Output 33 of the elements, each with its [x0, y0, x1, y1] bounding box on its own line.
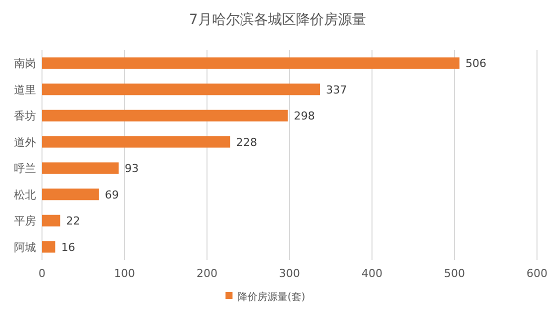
bar: [42, 188, 99, 200]
chart-title: 7月哈尔滨各城区降价房源量: [189, 12, 366, 28]
y-tick-label: 平房: [14, 214, 36, 228]
y-tick-label: 南岗: [14, 57, 36, 70]
y-tick-label: 松北: [14, 188, 36, 202]
x-tick-label: 300: [279, 267, 300, 280]
y-tick-label: 香坊: [14, 110, 36, 123]
y-tick-label: 道外: [14, 136, 36, 149]
data-label: 228: [236, 136, 258, 149]
y-tick-label: 阿城: [14, 240, 36, 254]
data-label: 93: [124, 162, 139, 176]
bar: [42, 110, 288, 122]
bar: [42, 241, 56, 253]
x-tick-label: 600: [526, 267, 548, 280]
y-tick-label: 呼兰: [14, 162, 36, 176]
bar: [42, 162, 119, 174]
x-tick-label: 0: [38, 267, 46, 280]
data-label: 337: [326, 83, 348, 96]
data-label: 506: [465, 57, 486, 70]
data-label: 22: [66, 214, 80, 228]
legend-label: 降价房源量(套): [238, 291, 306, 303]
bar: [42, 57, 460, 69]
data-label: 298: [294, 110, 315, 123]
x-tick-label: 400: [362, 267, 382, 280]
bar: [42, 214, 60, 226]
data-label: 16: [61, 240, 76, 254]
x-tick-label: 500: [444, 267, 465, 280]
data-label: 69: [104, 188, 119, 202]
x-tick-label: 200: [196, 267, 218, 280]
y-tick-label: 道里: [14, 83, 36, 96]
x-tick-label: 100: [114, 267, 135, 280]
bar: [42, 136, 230, 148]
bar: [42, 84, 320, 96]
